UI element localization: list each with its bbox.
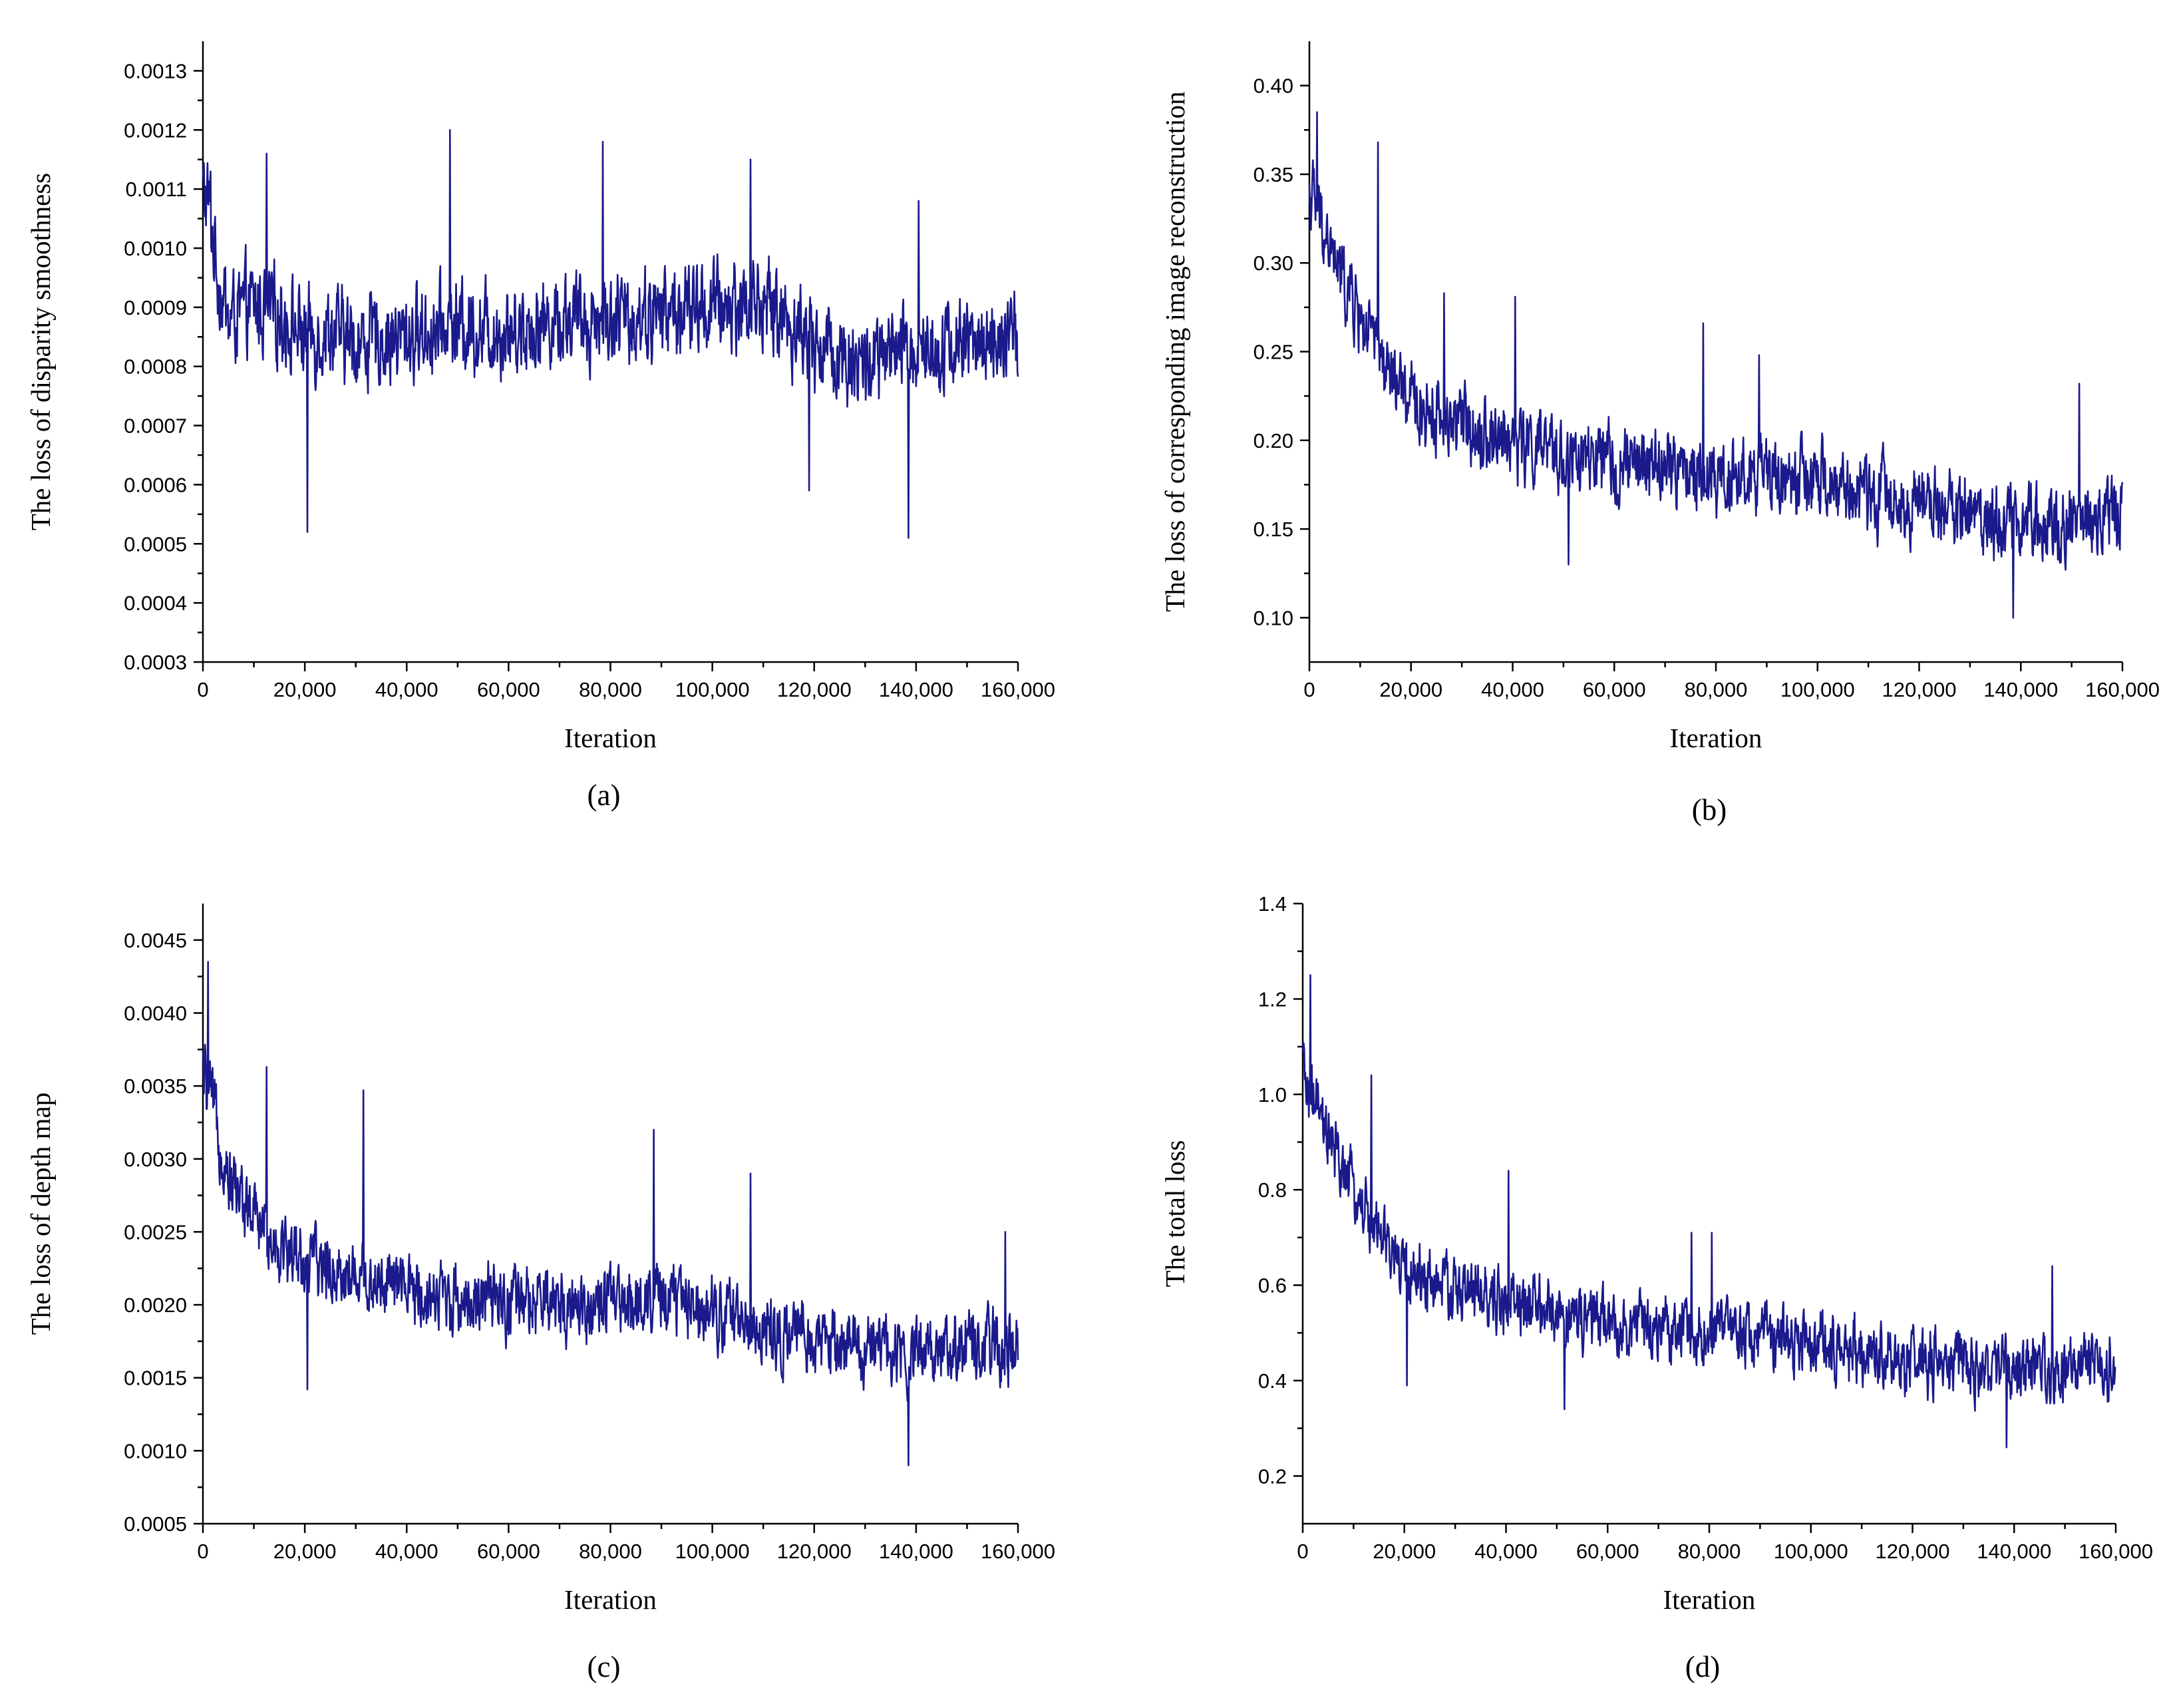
panel-label: (d): [1685, 1650, 1720, 1683]
y-axis-title: The loss of corresponding image reconstr…: [1160, 91, 1190, 611]
y-tick-label: 0.0013: [124, 59, 187, 83]
y-axis-title: The total loss: [1160, 1140, 1190, 1287]
y-tick-label: 0.25: [1253, 341, 1293, 364]
x-tick-label: 120,000: [1875, 1540, 1949, 1563]
y-axis-title: The loss of disparity smoothness: [25, 173, 56, 531]
y-tick-label: 1.2: [1258, 987, 1287, 1011]
x-tick-label: 100,000: [675, 1540, 750, 1563]
x-tick-label: 40,000: [1474, 1540, 1538, 1563]
x-tick-label: 140,000: [879, 1540, 953, 1563]
x-tick-label: 80,000: [579, 1540, 642, 1563]
chart-panel-a: 0 20,000 40,000 60,000 80,000 100,000 120,000 1…: [25, 41, 1055, 812]
y-tick-label: 0.20: [1253, 429, 1293, 452]
y-tick-label: 0.0007: [124, 415, 187, 438]
panel-label: (a): [587, 778, 621, 812]
y-tick-label: 0.0025: [124, 1220, 187, 1244]
y-tick-label: 0.0008: [124, 355, 187, 379]
x-tick-label: 0: [1303, 678, 1315, 701]
x-tick-label: 120,000: [1882, 678, 1956, 701]
x-tick-label: 60,000: [477, 678, 540, 701]
x-axis-title: Iteration: [564, 723, 657, 753]
y-tick-label: 0.4: [1258, 1369, 1287, 1393]
x-tick-label: 160,000: [981, 1540, 1055, 1563]
x-tick-label: 60,000: [1576, 1540, 1639, 1563]
y-tick-label: 0.2: [1258, 1464, 1287, 1488]
series-line: [1301, 974, 2116, 1449]
panel-label: (b): [1692, 793, 1727, 826]
y-tick-label: 0.0010: [124, 237, 187, 260]
y-tick-label: 1.4: [1258, 892, 1287, 916]
y-tick-label: 0.0005: [124, 532, 187, 556]
chart-panel-d: 0 20,000 40,000 60,000 80,000 100,000 120,000 1…: [1160, 892, 2153, 1683]
y-tick-label: 0.0009: [124, 296, 187, 319]
y-tick-label: 0.8: [1258, 1178, 1287, 1202]
y-tick-label: 0.0005: [124, 1512, 187, 1536]
x-tick-label: 160,000: [2085, 678, 2160, 701]
x-tick-label: 100,000: [675, 678, 750, 701]
y-tick-label: 0.0012: [124, 118, 187, 142]
x-tick-label: 40,000: [1481, 678, 1544, 701]
chart-panel-b: 0 20,000 40,000 60,000 80,000 100,000 120,000 1…: [1160, 41, 2160, 826]
y-tick-label: 0.0015: [124, 1367, 187, 1390]
chart-panel-c: 0 20,000 40,000 60,000 80,000 100,000 120,000 1…: [25, 904, 1055, 1683]
panel-label: (c): [587, 1650, 621, 1683]
x-tick-label: 20,000: [1379, 678, 1442, 701]
x-tick-label: 40,000: [375, 1540, 438, 1563]
x-tick-label: 0: [1297, 1540, 1308, 1563]
x-tick-label: 140,000: [1983, 678, 2058, 701]
x-tick-label: 20,000: [1373, 1540, 1436, 1563]
series-line: [1308, 111, 2124, 619]
x-tick-label: 40,000: [375, 678, 438, 701]
x-axis-title: Iteration: [1670, 723, 1762, 753]
x-tick-label: 0: [197, 1540, 208, 1563]
x-tick-label: 160,000: [981, 678, 1055, 701]
y-tick-label: 0.15: [1253, 518, 1293, 541]
x-tick-label: 120,000: [777, 678, 852, 701]
x-tick-label: 160,000: [2079, 1540, 2153, 1563]
y-tick-label: 0.0004: [124, 592, 187, 615]
series-line: [202, 961, 1019, 1466]
y-tick-label: 0.35: [1253, 163, 1293, 186]
x-tick-label: 140,000: [1977, 1540, 2051, 1563]
x-tick-label: 20,000: [273, 678, 337, 701]
x-tick-label: 80,000: [1678, 1540, 1741, 1563]
x-tick-label: 80,000: [579, 678, 642, 701]
y-tick-label: 0.0006: [124, 473, 187, 496]
y-tick-label: 0.0020: [124, 1293, 187, 1317]
x-tick-label: 20,000: [273, 1540, 337, 1563]
y-tick-label: 0.0011: [125, 178, 187, 201]
y-tick-label: 0.30: [1253, 252, 1293, 275]
y-tick-label: 1.0: [1258, 1083, 1287, 1107]
y-tick-label: 0.0003: [124, 651, 187, 674]
x-axis-title: Iteration: [1663, 1584, 1756, 1615]
x-tick-label: 100,000: [1780, 678, 1855, 701]
y-tick-label: 0.0035: [124, 1075, 187, 1098]
series-line: [202, 129, 1019, 539]
y-axis-title: The loss of depth map: [25, 1093, 56, 1335]
x-tick-label: 120,000: [777, 1540, 852, 1563]
y-tick-label: 0.10: [1253, 606, 1293, 629]
y-tick-label: 0.40: [1253, 75, 1293, 98]
x-axis-title: Iteration: [564, 1584, 657, 1615]
y-tick-label: 0.0045: [124, 929, 187, 952]
y-tick-label: 0.6: [1258, 1274, 1287, 1297]
x-tick-label: 0: [197, 678, 208, 701]
x-tick-label: 60,000: [1583, 678, 1646, 701]
y-tick-label: 0.0040: [124, 1001, 187, 1025]
x-tick-label: 100,000: [1774, 1540, 1848, 1563]
y-tick-label: 0.0030: [124, 1148, 187, 1171]
x-tick-label: 140,000: [879, 678, 953, 701]
x-tick-label: 60,000: [477, 1540, 540, 1563]
x-tick-label: 80,000: [1685, 678, 1748, 701]
y-tick-label: 0.0010: [124, 1439, 187, 1462]
